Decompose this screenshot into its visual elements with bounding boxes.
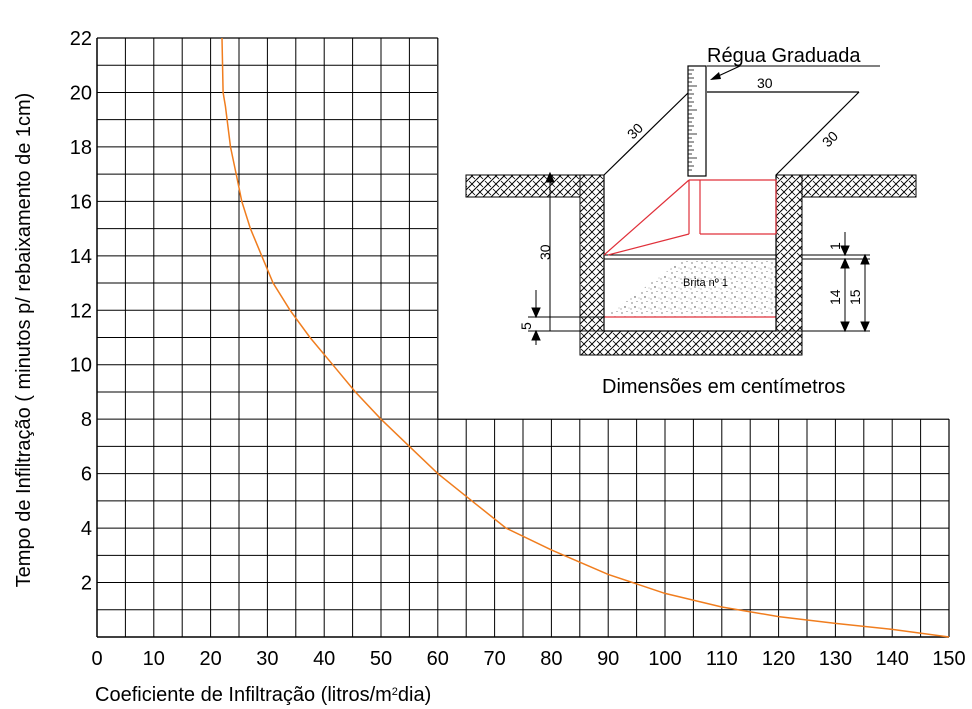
x-tick-label: 50: [370, 648, 392, 670]
dim-5: 5: [518, 322, 534, 330]
dim-14: 14: [827, 289, 843, 305]
y-tick-label: 10: [70, 355, 92, 377]
x-tick-label: 110: [706, 648, 738, 670]
right-dimensions: [802, 232, 870, 333]
x-tick-label: 70: [483, 648, 505, 670]
y-tick-label: 22: [70, 28, 92, 50]
x-tick-label: 130: [819, 648, 852, 670]
y-tick-label: 16: [70, 191, 92, 213]
pit-wall-left: [579, 174, 605, 356]
x-tick-label: 80: [540, 648, 562, 670]
x-tick-label: 100: [648, 648, 681, 670]
graduated-ruler: [687, 65, 707, 177]
gravel-label: Brita nº 1: [683, 277, 728, 289]
x-tick-label: 0: [91, 648, 102, 670]
x-tick-label: 60: [427, 648, 449, 670]
x-tick-label: 40: [313, 648, 335, 670]
plot-frame: [96, 37, 950, 638]
units-note: Dimensões em centímetros: [602, 376, 845, 398]
y-tick-label: 12: [70, 300, 92, 322]
series-line: [221, 37, 950, 638]
series-lines: [221, 37, 950, 638]
dim-1: 1: [827, 242, 843, 250]
y-tick-label: 20: [70, 82, 92, 104]
test-pit-diagram: Brita nº 1 Régua Graduada 30: [465, 45, 917, 398]
x-axis-title: Coeficiente de Infiltração (litros/m2dia…: [95, 684, 431, 706]
y-tick-label: 18: [70, 137, 92, 159]
x-tick-label: 150: [932, 648, 965, 670]
ruler-arrow: [710, 65, 741, 80]
x-tick-label: 120: [762, 648, 795, 670]
dim-depth: 30: [537, 244, 553, 260]
gravel-layer: [604, 259, 776, 317]
x-tick-label: 10: [143, 648, 165, 670]
x-tick-label: 90: [597, 648, 619, 670]
x-tick-label: 20: [199, 648, 221, 670]
dim-top: 30: [757, 75, 773, 91]
depth-dimension: [528, 171, 604, 345]
dim-15: 15: [847, 289, 863, 305]
water-box: [603, 179, 777, 256]
tick-labels: 0 10 20 30 40 50 60 70 80 90 100 110 120 130 140 150246…: [70, 28, 966, 670]
pit-floor: [579, 330, 803, 356]
y-tick-label: 8: [81, 409, 92, 431]
x-tick-label: 140: [876, 648, 909, 670]
y-axis-title: Tempo de Infiltração ( minutos p/ rebaix…: [13, 93, 35, 588]
y-tick-label: 2: [81, 573, 92, 595]
pit-wall-right: [775, 174, 803, 356]
y-tick-label: 4: [81, 518, 92, 540]
y-tick-label: 6: [81, 464, 92, 486]
ruler-label: Régua Graduada: [707, 45, 861, 67]
x-tick-label: 30: [256, 648, 278, 670]
y-tick-label: 14: [70, 246, 92, 268]
